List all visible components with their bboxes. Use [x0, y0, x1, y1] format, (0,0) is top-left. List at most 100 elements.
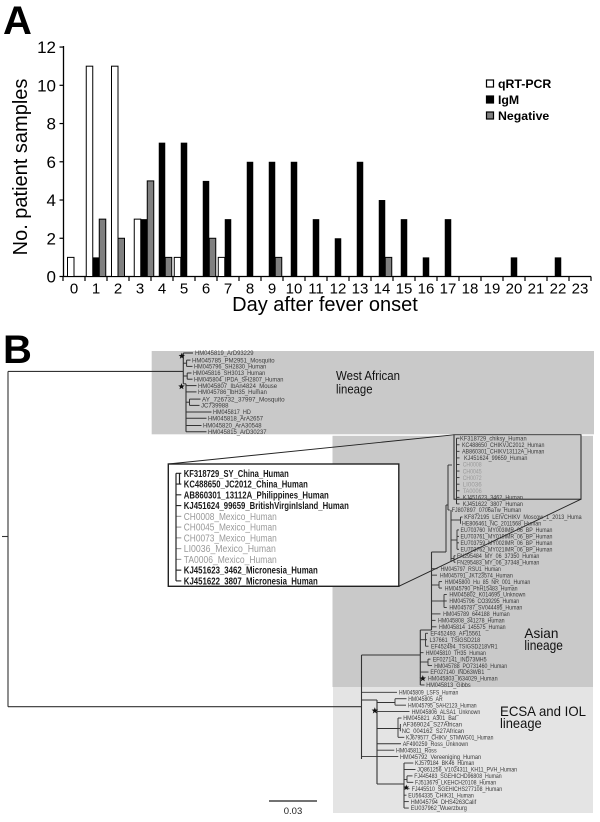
svg-text:JC739988: JC739988 — [201, 403, 229, 410]
svg-text:qRT-PCR: qRT-PCR — [498, 77, 551, 91]
svg-text:EU703762_MY021IMR_06_BP_Human: EU703762_MY021IMR_06_BP_Human — [461, 548, 553, 554]
svg-text:HM045810_TH35_Human: HM045810_TH35_Human — [426, 651, 486, 657]
svg-text:2: 2 — [114, 281, 122, 298]
svg-text:23: 23 — [572, 281, 589, 298]
svg-text:HM045820_ArA30548: HM045820_ArA30548 — [203, 423, 262, 430]
svg-text:10: 10 — [286, 281, 303, 298]
svg-text:Negative: Negative — [498, 109, 549, 123]
svg-text:L37661_TSIGSD218: L37661_TSIGSD218 — [430, 638, 481, 644]
svg-text:KC488650_CHIKVJC2012_Human: KC488650_CHIKVJC2012_Human — [462, 443, 544, 449]
svg-text:lineage: lineage — [524, 637, 563, 653]
svg-text:5: 5 — [180, 281, 188, 298]
svg-text:6: 6 — [202, 281, 210, 298]
svg-text:HM045796_SH2830_Human: HM045796_SH2830_Human — [194, 364, 267, 371]
svg-text:No. patient samples: No. patient samples — [10, 79, 32, 256]
svg-text:JQ861256_V1024311_KH11_PVH_Hum: JQ861256_V1024311_KH11_PVH_Human — [417, 768, 517, 774]
svg-text:AF369024_S27African: AF369024_S27African — [403, 723, 462, 729]
svg-text:1: 1 — [92, 281, 100, 298]
svg-text:NC_004162_S27African: NC_004162_S27African — [402, 729, 464, 735]
svg-text:HM045809_LSFS_Human: HM045809_LSFS_Human — [399, 691, 458, 697]
svg-text:0.03: 0.03 — [284, 806, 303, 817]
svg-text:LI0036_Mexico_Human: LI0036_Mexico_Human — [184, 544, 276, 555]
svg-text:20: 20 — [506, 281, 523, 298]
svg-text:ECSA and IOL: ECSA and IOL — [500, 703, 586, 719]
svg-text:17: 17 — [440, 281, 457, 298]
svg-text:KJ451624_99659_Human: KJ451624_99659_Human — [464, 456, 527, 462]
svg-text:HM045807_IbAn4824_Mouse: HM045807_IbAn4824_Mouse — [198, 383, 278, 390]
svg-text:FJ807897_0706aTw_Human: FJ807897_0706aTw_Human — [452, 508, 522, 514]
svg-text:HM045818_ArA2657: HM045818_ArA2657 — [208, 416, 264, 423]
svg-text:HE806461_NC_2011568_Human: HE806461_NC_2011568_Human — [462, 522, 541, 528]
svg-text:15: 15 — [396, 281, 413, 298]
svg-text:2: 2 — [47, 229, 56, 248]
svg-text:HM045821_A301_Bat: HM045821_A301_Bat — [403, 716, 456, 722]
svg-text:Day after fever onset: Day after fever onset — [232, 294, 418, 316]
svg-text:EF452493_AF15561: EF452493_AF15561 — [430, 631, 481, 637]
svg-text:KC488650_JC2012_China_Human: KC488650_JC2012_China_Human — [184, 480, 308, 491]
svg-text:HM045786_IbH35_Human: HM045786_IbH35_Human — [198, 389, 267, 396]
svg-text:HM045819_ArD93229: HM045819_ArD93229 — [195, 350, 254, 357]
svg-text:13: 13 — [352, 281, 369, 298]
svg-text:Asian: Asian — [524, 625, 558, 641]
svg-text:HM045800_Hu_85_NR_001_Human: HM045800_Hu_85_NR_001_Human — [445, 580, 531, 586]
svg-text:TA0006: TA0006 — [463, 489, 483, 495]
svg-text:0: 0 — [47, 268, 56, 287]
svg-text:HM045794_DHS4263Calif: HM045794_DHS4263Calif — [411, 800, 477, 806]
svg-text:HM045804_IPDA_SH2807_Human: HM045804_IPDA_SH2807_Human — [194, 376, 284, 383]
svg-text:8: 8 — [47, 115, 56, 134]
svg-text:7: 7 — [224, 281, 232, 298]
svg-text:19: 19 — [484, 281, 501, 298]
svg-text:4: 4 — [47, 191, 56, 210]
svg-text:4: 4 — [158, 281, 166, 298]
svg-text:HM045795_SAH2123_Human: HM045795_SAH2123_Human — [408, 703, 477, 709]
svg-text:CH0008_Mexico_Human: CH0008_Mexico_Human — [184, 512, 277, 523]
svg-text:HM045792_Vereeniging_Human: HM045792_Vereeniging_Human — [400, 755, 481, 761]
svg-text:KJ451623_3462_Micronesia_Human: KJ451623_3462_Micronesia_Human — [184, 566, 318, 577]
svg-text:FJ445483_SGEHICHD96808_Human: FJ445483_SGEHICHD96808_Human — [414, 774, 501, 780]
svg-text:HM045790_PhH15483_Human: HM045790_PhH15483_Human — [445, 586, 518, 592]
svg-text:CH0072: CH0072 — [463, 476, 483, 482]
svg-text:EU564335_CHIK31_Human: EU564335_CHIK31_Human — [408, 793, 474, 799]
svg-text:HM045802_K014695_Unknown: HM045802_K014695_Unknown — [449, 593, 525, 599]
svg-text:HM045815_ArD30237: HM045815_ArD30237 — [208, 429, 267, 436]
svg-text:HM045803_I634029_Human: HM045803_I634029_Human — [428, 677, 498, 683]
svg-text:HM045808_341278_Human: HM045808_341278_Human — [438, 619, 505, 625]
svg-text:11: 11 — [308, 281, 324, 298]
svg-text:HM045817_HD: HM045817_HD — [213, 409, 251, 416]
svg-text:HM045785_PM2951_Mosquito: HM045785_PM2951_Mosquito — [192, 357, 275, 364]
svg-text:HM045806_ALSA1_Unknown: HM045806_ALSA1_Unknown — [412, 710, 481, 716]
svg-text:KJ679577_CHIKV_STMWG01_Human: KJ679577_CHIKV_STMWG01_Human — [406, 736, 493, 742]
svg-text:AY_726732_37997_Mosquito: AY_726732_37997_Mosquito — [202, 396, 285, 403]
svg-text:A: A — [3, 0, 32, 43]
svg-text:9: 9 — [268, 281, 276, 298]
svg-text:HM045814_145575_Human: HM045814_145575_Human — [439, 625, 506, 631]
svg-text:KJ451623_3462_Human: KJ451623_3462_Human — [463, 496, 523, 502]
svg-text:22: 22 — [550, 281, 567, 298]
svg-text:lineage: lineage — [336, 383, 373, 397]
svg-text:KF318729_SY_China_Human: KF318729_SY_China_Human — [184, 469, 289, 480]
svg-text:lineage: lineage — [500, 715, 542, 731]
svg-text:EF452494_TSIGSD218VR1: EF452494_TSIGSD218VR1 — [431, 644, 498, 650]
svg-text:AB860301_CHIKV13112A_Human: AB860301_CHIKV13112A_Human — [462, 450, 544, 456]
svg-text:HM045787_SV044495_Human: HM045787_SV044495_Human — [449, 606, 522, 612]
svg-text:3: 3 — [136, 281, 144, 298]
svg-text:21: 21 — [528, 281, 545, 298]
svg-text:14: 14 — [374, 281, 391, 298]
svg-text:FN295483_MY_06_37348_Human: FN295483_MY_06_37348_Human — [457, 560, 539, 566]
svg-text:KF318729_chiksy_Human: KF318729_chiksy_Human — [460, 436, 527, 442]
svg-text:6: 6 — [47, 153, 56, 172]
svg-text:West African: West African — [336, 369, 400, 383]
svg-text:FJ513679_LKEHCH20108_Human: FJ513679_LKEHCH20108_Human — [415, 781, 496, 787]
svg-text:HM045811_Ross: HM045811_Ross — [396, 748, 437, 754]
svg-text:18: 18 — [462, 281, 479, 298]
svg-text:EU703761_MY019IMR_06_BP_Human: EU703761_MY019IMR_06_BP_Human — [461, 535, 553, 541]
svg-text:HM045796_CO39295_Human: HM045796_CO39295_Human — [449, 599, 519, 605]
svg-text:EU703760_MY003IMR_06_BP_Human: EU703760_MY003IMR_06_BP_Human — [461, 528, 553, 534]
svg-text:KJ451622_3807_Micronesia_Human: KJ451622_3807_Micronesia_Human — [184, 577, 318, 588]
svg-text:16: 16 — [418, 281, 435, 298]
svg-text:12: 12 — [330, 281, 347, 298]
svg-text:KJ451624_99659_BritishVirginIs: KJ451624_99659_BritishVirginIsland_Human — [184, 501, 349, 512]
svg-text:CH0008: CH0008 — [463, 463, 483, 469]
svg-text:HM045791_JKT23574_Human: HM045791_JKT23574_Human — [440, 573, 513, 579]
svg-text:TA0006_Mexico_Human: TA0006_Mexico_Human — [184, 555, 277, 566]
